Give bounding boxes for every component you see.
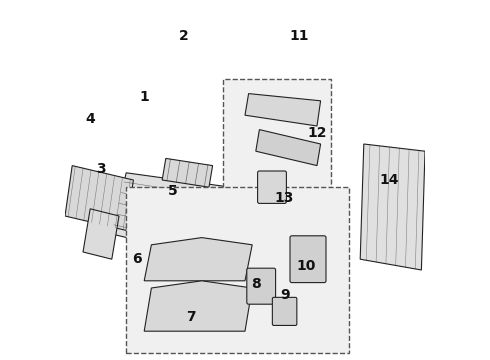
Text: 12: 12 xyxy=(307,126,327,140)
Text: 3: 3 xyxy=(96,162,106,176)
Polygon shape xyxy=(144,281,252,331)
Text: 13: 13 xyxy=(275,191,294,205)
FancyBboxPatch shape xyxy=(290,236,326,283)
Text: 9: 9 xyxy=(280,288,290,302)
Text: 1: 1 xyxy=(139,90,149,104)
Text: 5: 5 xyxy=(168,184,178,198)
Text: 11: 11 xyxy=(289,29,309,43)
Polygon shape xyxy=(173,230,288,346)
Text: 7: 7 xyxy=(186,310,196,324)
Text: 8: 8 xyxy=(251,278,261,291)
Bar xyxy=(223,79,331,238)
Text: 6: 6 xyxy=(132,252,142,266)
Polygon shape xyxy=(245,94,320,126)
Bar xyxy=(126,187,349,353)
Polygon shape xyxy=(83,209,119,259)
Polygon shape xyxy=(360,144,425,270)
FancyBboxPatch shape xyxy=(258,171,286,203)
Polygon shape xyxy=(112,173,231,259)
Polygon shape xyxy=(65,166,133,230)
Text: 4: 4 xyxy=(85,112,95,126)
Text: 14: 14 xyxy=(379,173,399,187)
FancyBboxPatch shape xyxy=(272,297,297,325)
Text: 10: 10 xyxy=(296,260,316,273)
Polygon shape xyxy=(256,130,320,166)
Text: 2: 2 xyxy=(179,29,189,43)
FancyBboxPatch shape xyxy=(247,268,275,304)
Polygon shape xyxy=(162,158,213,187)
Polygon shape xyxy=(144,238,252,281)
